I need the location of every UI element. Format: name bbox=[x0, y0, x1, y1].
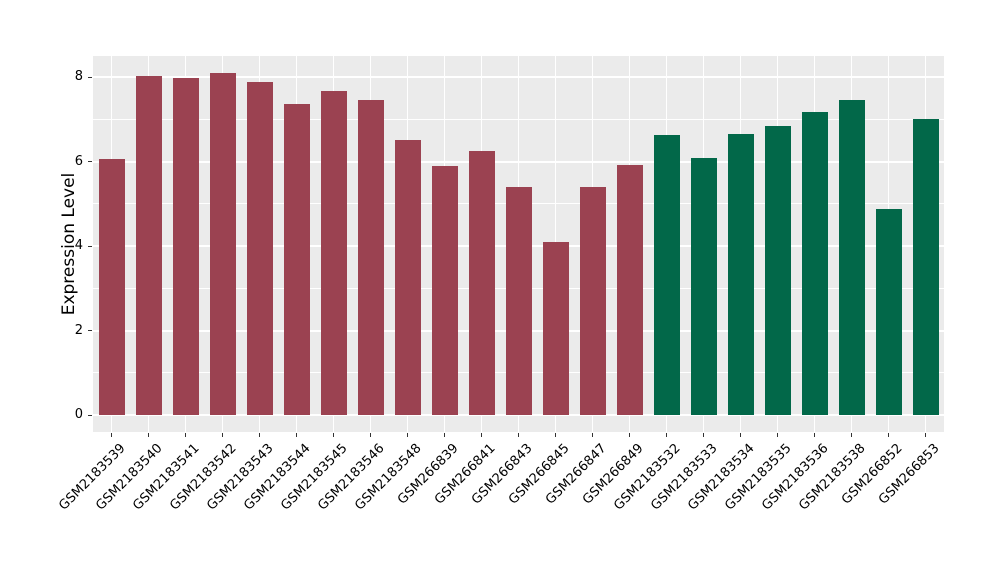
x-tick-mark bbox=[222, 433, 223, 437]
bar bbox=[875, 208, 902, 416]
bar bbox=[838, 99, 865, 416]
x-tick-mark bbox=[296, 433, 297, 437]
x-tick-mark bbox=[740, 433, 741, 437]
bar bbox=[727, 134, 754, 416]
x-tick-mark bbox=[111, 433, 112, 437]
x-tick-mark bbox=[518, 433, 519, 437]
bar bbox=[653, 135, 680, 416]
x-tick-mark bbox=[925, 433, 926, 437]
y-tick-label: 4 bbox=[74, 238, 83, 254]
bar bbox=[172, 78, 199, 416]
bar bbox=[320, 91, 347, 416]
x-tick-mark bbox=[481, 433, 482, 437]
x-tick-mark bbox=[888, 433, 889, 437]
bar bbox=[912, 119, 939, 416]
bar bbox=[542, 241, 569, 416]
y-tick-label: 8 bbox=[74, 69, 83, 85]
x-tick-mark bbox=[592, 433, 593, 437]
y-axis-title: Expression Level bbox=[59, 172, 79, 316]
x-tick-mark bbox=[444, 433, 445, 437]
x-tick-mark bbox=[629, 433, 630, 437]
x-tick-mark bbox=[407, 433, 408, 437]
y-tick-mark bbox=[88, 330, 92, 332]
bar bbox=[801, 112, 828, 416]
x-tick-mark bbox=[777, 433, 778, 437]
bar bbox=[209, 72, 236, 416]
bar bbox=[246, 82, 273, 416]
x-tick-mark bbox=[851, 433, 852, 437]
bar bbox=[579, 186, 606, 416]
x-tick-mark bbox=[666, 433, 667, 437]
bar bbox=[468, 151, 495, 416]
plot-panel bbox=[93, 56, 944, 432]
bar bbox=[98, 159, 125, 416]
x-tick-mark bbox=[259, 433, 260, 437]
bar bbox=[505, 186, 532, 416]
y-tick-mark bbox=[88, 414, 92, 416]
y-tick-label: 0 bbox=[74, 407, 83, 423]
bar bbox=[283, 104, 310, 416]
bar bbox=[690, 158, 717, 416]
y-tick-mark bbox=[88, 76, 92, 78]
x-tick-mark bbox=[148, 433, 149, 437]
x-tick-mark bbox=[555, 433, 556, 437]
x-tick-mark bbox=[703, 433, 704, 437]
x-tick-mark bbox=[333, 433, 334, 437]
y-tick-label: 2 bbox=[74, 322, 83, 338]
bar bbox=[135, 76, 162, 416]
x-tick-mark bbox=[370, 433, 371, 437]
bar bbox=[764, 126, 791, 416]
bar bbox=[394, 140, 421, 416]
bar bbox=[357, 99, 384, 416]
y-tick-label: 6 bbox=[74, 153, 83, 169]
bar bbox=[616, 165, 643, 416]
x-tick-mark bbox=[814, 433, 815, 437]
bar bbox=[431, 166, 458, 416]
x-tick-mark bbox=[185, 433, 186, 437]
y-tick-mark bbox=[88, 245, 92, 247]
y-tick-mark bbox=[88, 161, 92, 163]
